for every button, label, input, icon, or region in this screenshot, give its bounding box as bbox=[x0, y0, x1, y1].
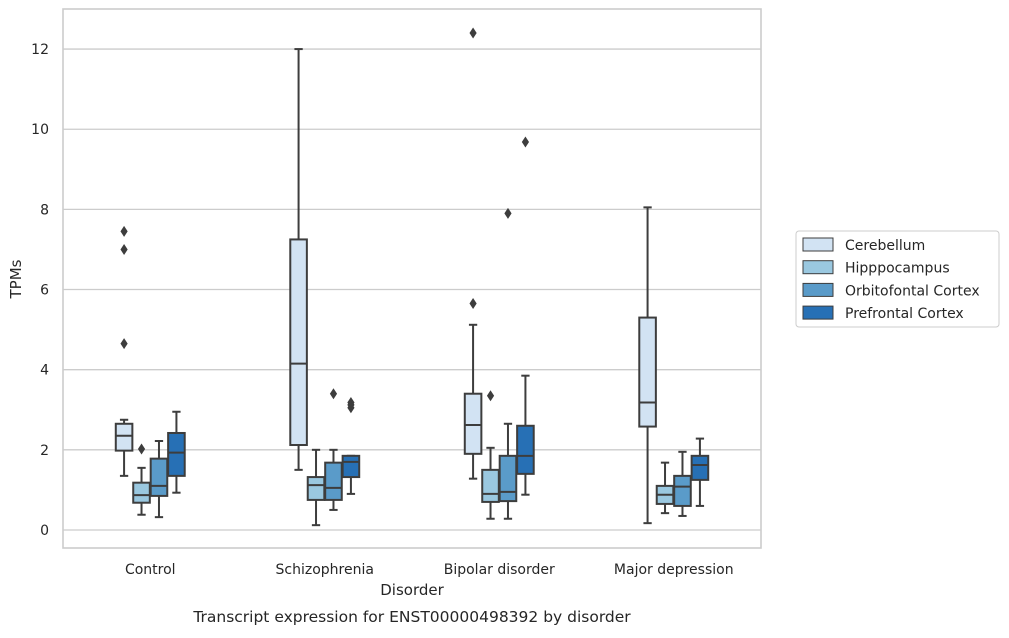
outlier-point bbox=[469, 298, 477, 310]
box-cerebellum-control bbox=[114, 225, 134, 477]
box-layer bbox=[114, 27, 710, 527]
box-prefrontal-cortex-bipolar-disorder bbox=[516, 136, 535, 496]
box-iqr bbox=[114, 422, 134, 452]
box-orbitofontal-cortex-bipolar-disorder bbox=[498, 207, 518, 520]
box-iqr bbox=[463, 392, 483, 455]
box-iqr bbox=[673, 474, 692, 507]
x-tick-label: Major depression bbox=[614, 562, 734, 578]
box-iqr bbox=[324, 461, 343, 501]
y-tick-label: 6 bbox=[40, 283, 49, 299]
box-iqr bbox=[690, 454, 710, 481]
box-iqr bbox=[306, 476, 326, 501]
box-iqr bbox=[149, 457, 169, 497]
x-tick-labels: Control Schizophrenia Bipolar disorder Majo… bbox=[125, 562, 734, 578]
box-iqr bbox=[516, 424, 535, 475]
x-tick-label: Schizophrenia bbox=[276, 562, 374, 578]
outlier-point bbox=[137, 443, 146, 455]
box-prefrontal-cortex-major-depression bbox=[690, 437, 710, 507]
outlier-point bbox=[347, 397, 355, 409]
box-orbitofontal-cortex-major-depression bbox=[673, 450, 692, 517]
outlier-point bbox=[120, 243, 128, 255]
y-tick-label: 2 bbox=[40, 443, 49, 459]
y-tick-label: 10 bbox=[31, 122, 49, 138]
box-orbitofontal-cortex-control bbox=[149, 440, 169, 519]
outlier-point bbox=[486, 390, 495, 402]
legend-swatch bbox=[802, 305, 834, 320]
box-iqr bbox=[132, 481, 151, 504]
y-tick-label: 8 bbox=[40, 202, 49, 218]
x-tick-label: Control bbox=[125, 562, 176, 578]
box-orbitofontal-cortex-schizophrenia bbox=[324, 388, 343, 511]
box-iqr bbox=[167, 431, 186, 477]
legend-label: Orbitofontal Cortex bbox=[845, 283, 980, 299]
y-axis-label: TPMs bbox=[7, 259, 25, 299]
legend-label: Cerebellum bbox=[845, 238, 925, 254]
box-hipppocampus-major-depression bbox=[655, 461, 675, 515]
box-hipppocampus-schizophrenia bbox=[306, 448, 326, 527]
box-prefrontal-cortex-schizophrenia bbox=[341, 397, 361, 495]
outlier-point bbox=[504, 207, 512, 219]
box-iqr bbox=[481, 468, 500, 503]
legend: Cerebellum Hipppocampus Orbitofontal Corte… bbox=[795, 230, 1000, 328]
box-prefrontal-cortex-control bbox=[167, 410, 186, 494]
y-tick-label: 4 bbox=[40, 363, 49, 379]
box-cerebellum-bipolar-disorder bbox=[463, 27, 483, 480]
legend-swatch bbox=[802, 282, 834, 297]
outlier-point bbox=[120, 225, 128, 237]
y-tick-label: 12 bbox=[31, 42, 49, 58]
outlier-point bbox=[329, 388, 338, 400]
box-cerebellum-schizophrenia bbox=[289, 48, 308, 471]
outlier-point bbox=[120, 338, 128, 350]
box-hipppocampus-control bbox=[132, 443, 151, 516]
outlier-point bbox=[469, 27, 477, 39]
legend-swatch bbox=[802, 237, 834, 252]
legend-label: Hipppocampus bbox=[845, 261, 950, 277]
box-iqr bbox=[498, 454, 518, 503]
box-iqr bbox=[341, 454, 361, 479]
x-tick-label: Bipolar disorder bbox=[444, 562, 555, 578]
x-axis-label: Disorder bbox=[380, 581, 444, 599]
legend-swatch bbox=[802, 260, 834, 275]
y-tick-labels: 0 2 4 6 8 10 12 bbox=[31, 42, 49, 539]
legend-frame bbox=[795, 230, 1000, 328]
chart-title: Transcript expression for ENST0000049839… bbox=[192, 608, 631, 626]
plot-frame bbox=[62, 8, 762, 549]
box-cerebellum-major-depression bbox=[638, 206, 657, 525]
outlier-point bbox=[521, 136, 530, 148]
box-iqr bbox=[638, 316, 657, 428]
box-iqr bbox=[289, 238, 308, 447]
box-hipppocampus-bipolar-disorder bbox=[481, 390, 500, 520]
y-tick-label: 0 bbox=[40, 523, 49, 539]
legend-label: Prefrontal Cortex bbox=[845, 306, 964, 322]
